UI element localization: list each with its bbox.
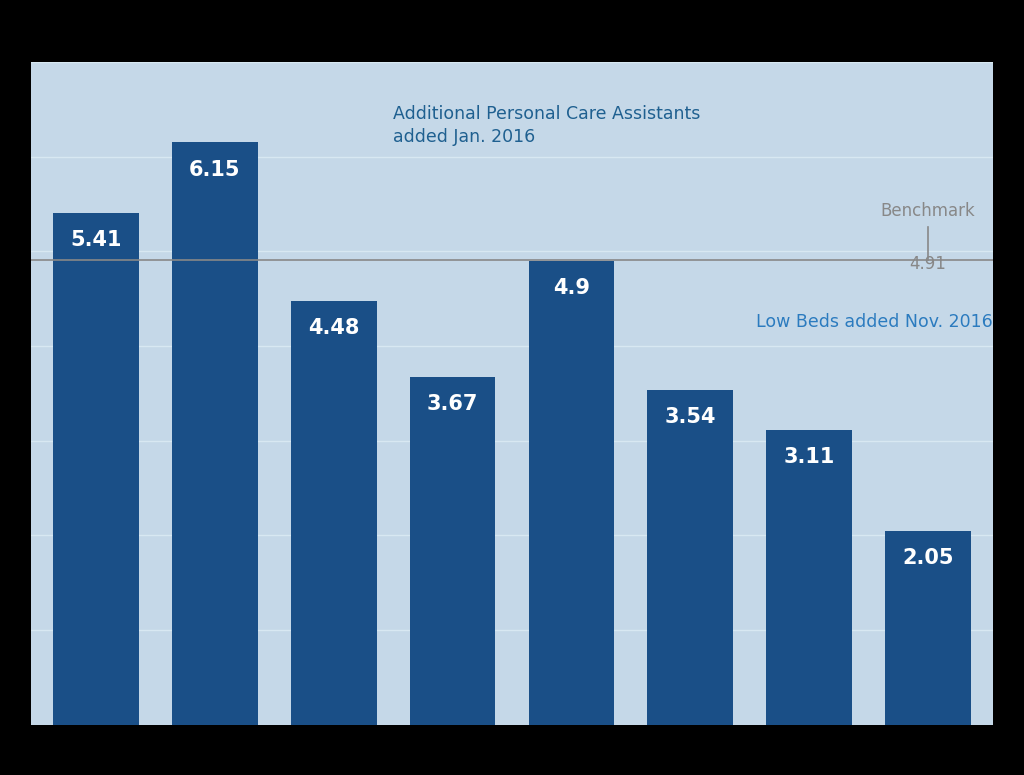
Text: 4.9: 4.9 — [553, 277, 590, 298]
Bar — [410, 377, 496, 725]
Text: 6.15: 6.15 — [189, 160, 241, 180]
Bar — [291, 301, 377, 725]
Text: 3.11: 3.11 — [783, 447, 835, 467]
Text: 3.54: 3.54 — [665, 407, 716, 426]
Bar — [528, 260, 614, 725]
Bar — [885, 531, 971, 725]
Text: 4.48: 4.48 — [308, 318, 359, 338]
Text: 3.67: 3.67 — [427, 394, 478, 415]
Bar — [766, 430, 852, 725]
Text: 2.05: 2.05 — [902, 548, 953, 567]
Bar — [53, 212, 139, 725]
Text: Benchmark: Benchmark — [881, 202, 975, 220]
Text: 5.41: 5.41 — [71, 229, 122, 250]
Text: Additional Personal Care Assistants
added Jan. 2016: Additional Personal Care Assistants adde… — [393, 105, 700, 146]
Text: Low Beds added Nov. 2016: Low Beds added Nov. 2016 — [756, 313, 992, 331]
Bar — [647, 390, 733, 725]
Text: 4.91: 4.91 — [909, 255, 946, 273]
Bar — [172, 143, 258, 725]
